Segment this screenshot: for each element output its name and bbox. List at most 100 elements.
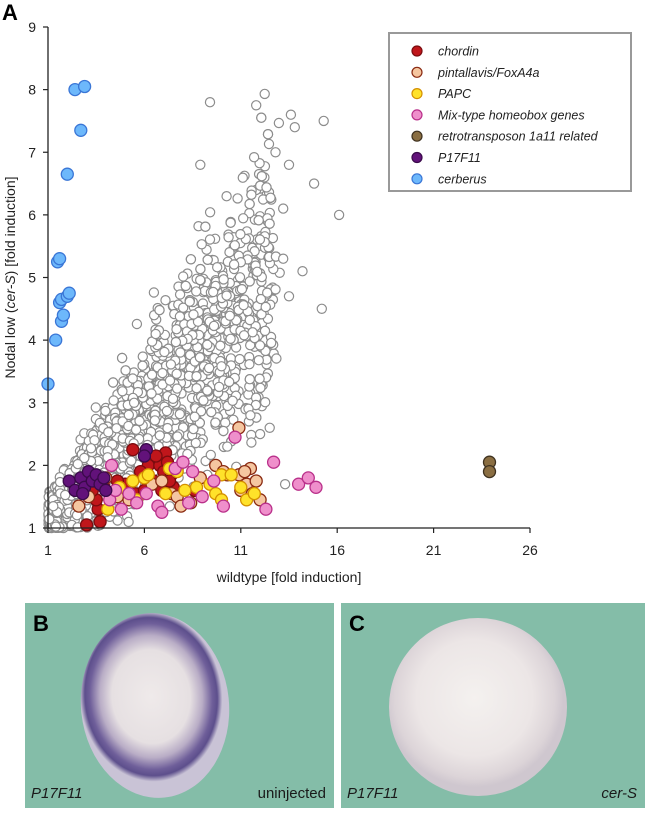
data-point <box>291 477 306 491</box>
data-point <box>270 147 281 158</box>
data-point <box>200 221 211 232</box>
data-point <box>177 302 189 313</box>
data-point <box>175 347 186 358</box>
data-point <box>172 431 183 442</box>
y-tick-label: 9 <box>28 19 36 35</box>
data-point <box>245 410 256 421</box>
data-point <box>234 353 245 365</box>
data-point <box>253 215 264 226</box>
data-point <box>198 395 209 406</box>
data-point <box>157 367 168 379</box>
data-point <box>123 516 134 528</box>
y-tick-label: 8 <box>28 82 36 98</box>
y-axis-title: Nodal low (cer-S) [fold induction] <box>2 176 18 378</box>
data-point <box>111 423 122 434</box>
data-point <box>137 351 148 362</box>
data-point <box>207 286 219 298</box>
series-mix-type-homeobox-genes <box>103 430 323 519</box>
data-point <box>237 172 248 183</box>
data-point <box>224 468 238 482</box>
x-tick-label: 16 <box>329 542 345 558</box>
data-point <box>482 464 497 479</box>
legend-label: chordin <box>438 45 479 59</box>
data-point <box>116 352 128 364</box>
data-point <box>309 480 323 494</box>
data-point <box>189 411 200 422</box>
data-point <box>263 138 275 150</box>
data-point <box>218 425 229 437</box>
data-point <box>228 430 242 444</box>
data-point <box>49 333 63 347</box>
legend-label: P17F11 <box>438 151 481 165</box>
data-point <box>318 115 329 127</box>
data-point <box>238 330 250 341</box>
data-point <box>308 178 320 189</box>
legend-marker <box>411 130 423 142</box>
data-point <box>252 266 263 277</box>
data-point <box>246 437 257 448</box>
data-point <box>52 252 67 266</box>
data-point <box>259 325 271 337</box>
data-point <box>248 151 260 163</box>
data-point <box>238 464 252 479</box>
data-point <box>247 327 258 338</box>
data-point <box>123 409 135 421</box>
data-point <box>188 423 199 435</box>
data-point <box>261 182 272 193</box>
data-point <box>155 474 169 488</box>
data-point <box>176 455 190 469</box>
data-point <box>185 464 200 479</box>
data-point <box>251 100 262 111</box>
legend-marker <box>411 151 423 164</box>
legend-marker <box>411 173 423 185</box>
data-point <box>316 303 327 314</box>
y-axis-title-part: Nodal low ( <box>2 308 18 378</box>
legend-label: PAPC <box>438 87 472 101</box>
data-point <box>160 295 171 306</box>
data-point <box>195 490 209 504</box>
data-point <box>208 320 220 332</box>
data-point <box>165 359 177 370</box>
data-point <box>256 112 267 123</box>
data-point <box>202 385 213 396</box>
data-point <box>234 480 248 494</box>
series-cerberus <box>41 79 92 391</box>
data-point <box>262 287 273 298</box>
data-point <box>50 521 62 532</box>
data-point <box>171 383 183 394</box>
data-point <box>283 159 295 170</box>
data-point <box>255 382 266 394</box>
data-point <box>167 393 179 404</box>
data-point <box>259 88 270 100</box>
y-tick-label: 4 <box>28 332 36 348</box>
data-point <box>77 79 92 94</box>
data-point <box>137 360 148 371</box>
data-point <box>185 254 197 265</box>
data-point <box>266 455 281 469</box>
data-point <box>164 375 176 386</box>
data-point <box>266 337 277 349</box>
data-point <box>235 228 246 240</box>
data-point <box>253 355 264 366</box>
data-point <box>204 96 216 108</box>
data-point <box>100 405 111 417</box>
data-point <box>194 274 206 286</box>
data-point <box>301 471 315 485</box>
data-point <box>254 340 266 351</box>
data-point <box>221 190 232 202</box>
data-point <box>174 408 185 420</box>
data-point <box>107 377 119 388</box>
data-point <box>72 499 86 513</box>
x-tick-label: 1 <box>44 542 52 558</box>
data-point <box>222 441 233 452</box>
legend-label: pintallavis/FoxA4a <box>437 66 539 80</box>
data-point <box>99 483 113 498</box>
data-point <box>126 443 140 457</box>
data-point <box>62 286 76 300</box>
data-point <box>188 309 199 320</box>
data-point <box>97 471 111 485</box>
data-point <box>247 486 261 501</box>
data-point <box>205 449 216 461</box>
